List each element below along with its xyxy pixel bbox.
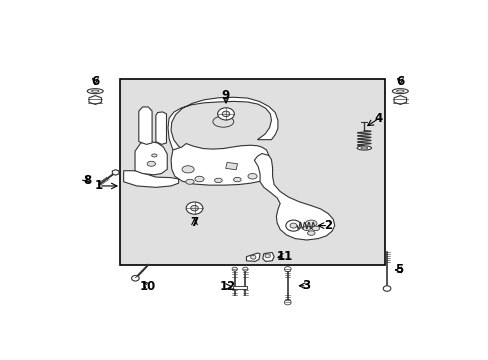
Circle shape xyxy=(222,111,229,117)
Ellipse shape xyxy=(212,116,233,127)
Polygon shape xyxy=(393,96,406,104)
Ellipse shape xyxy=(307,231,314,235)
Ellipse shape xyxy=(147,161,155,166)
Ellipse shape xyxy=(360,147,367,149)
Text: 1: 1 xyxy=(95,179,103,193)
Polygon shape xyxy=(262,252,274,261)
Text: 7: 7 xyxy=(190,216,198,229)
Polygon shape xyxy=(139,107,152,144)
Ellipse shape xyxy=(396,90,403,92)
Polygon shape xyxy=(254,153,334,240)
Polygon shape xyxy=(112,170,119,175)
Polygon shape xyxy=(171,144,272,185)
Circle shape xyxy=(250,255,255,259)
Text: 8: 8 xyxy=(82,174,91,187)
Circle shape xyxy=(190,205,198,211)
Text: 4: 4 xyxy=(374,112,382,125)
Ellipse shape xyxy=(391,89,407,94)
Ellipse shape xyxy=(91,90,99,92)
Circle shape xyxy=(186,202,203,214)
Text: 10: 10 xyxy=(140,280,156,293)
Ellipse shape xyxy=(302,226,310,231)
Bar xyxy=(120,79,385,265)
Polygon shape xyxy=(89,96,102,104)
Ellipse shape xyxy=(185,179,194,184)
Text: 2: 2 xyxy=(324,219,332,232)
Ellipse shape xyxy=(233,177,241,182)
Ellipse shape xyxy=(214,178,222,183)
Circle shape xyxy=(131,275,139,281)
Text: 12: 12 xyxy=(219,280,236,293)
Ellipse shape xyxy=(87,89,103,94)
Ellipse shape xyxy=(247,174,257,179)
Text: 9: 9 xyxy=(222,89,230,102)
Text: 5: 5 xyxy=(394,264,403,276)
Text: 3: 3 xyxy=(302,279,310,292)
Polygon shape xyxy=(123,171,178,187)
Ellipse shape xyxy=(195,176,203,182)
Circle shape xyxy=(284,267,290,271)
Ellipse shape xyxy=(305,220,316,227)
Circle shape xyxy=(242,267,247,271)
Bar xyxy=(225,162,237,170)
Bar xyxy=(232,286,247,288)
Ellipse shape xyxy=(356,146,371,150)
Circle shape xyxy=(383,286,390,291)
Circle shape xyxy=(217,108,234,120)
Polygon shape xyxy=(246,253,260,261)
Polygon shape xyxy=(156,112,166,144)
Text: 6: 6 xyxy=(395,75,404,88)
Ellipse shape xyxy=(151,154,157,157)
Polygon shape xyxy=(135,141,167,175)
Text: 6: 6 xyxy=(91,75,99,88)
Ellipse shape xyxy=(182,166,194,173)
Circle shape xyxy=(284,300,290,305)
Circle shape xyxy=(289,223,296,228)
Circle shape xyxy=(232,267,237,271)
Text: 11: 11 xyxy=(276,249,292,262)
Circle shape xyxy=(264,254,270,258)
Circle shape xyxy=(285,220,301,231)
Polygon shape xyxy=(168,97,277,152)
Ellipse shape xyxy=(311,226,319,231)
